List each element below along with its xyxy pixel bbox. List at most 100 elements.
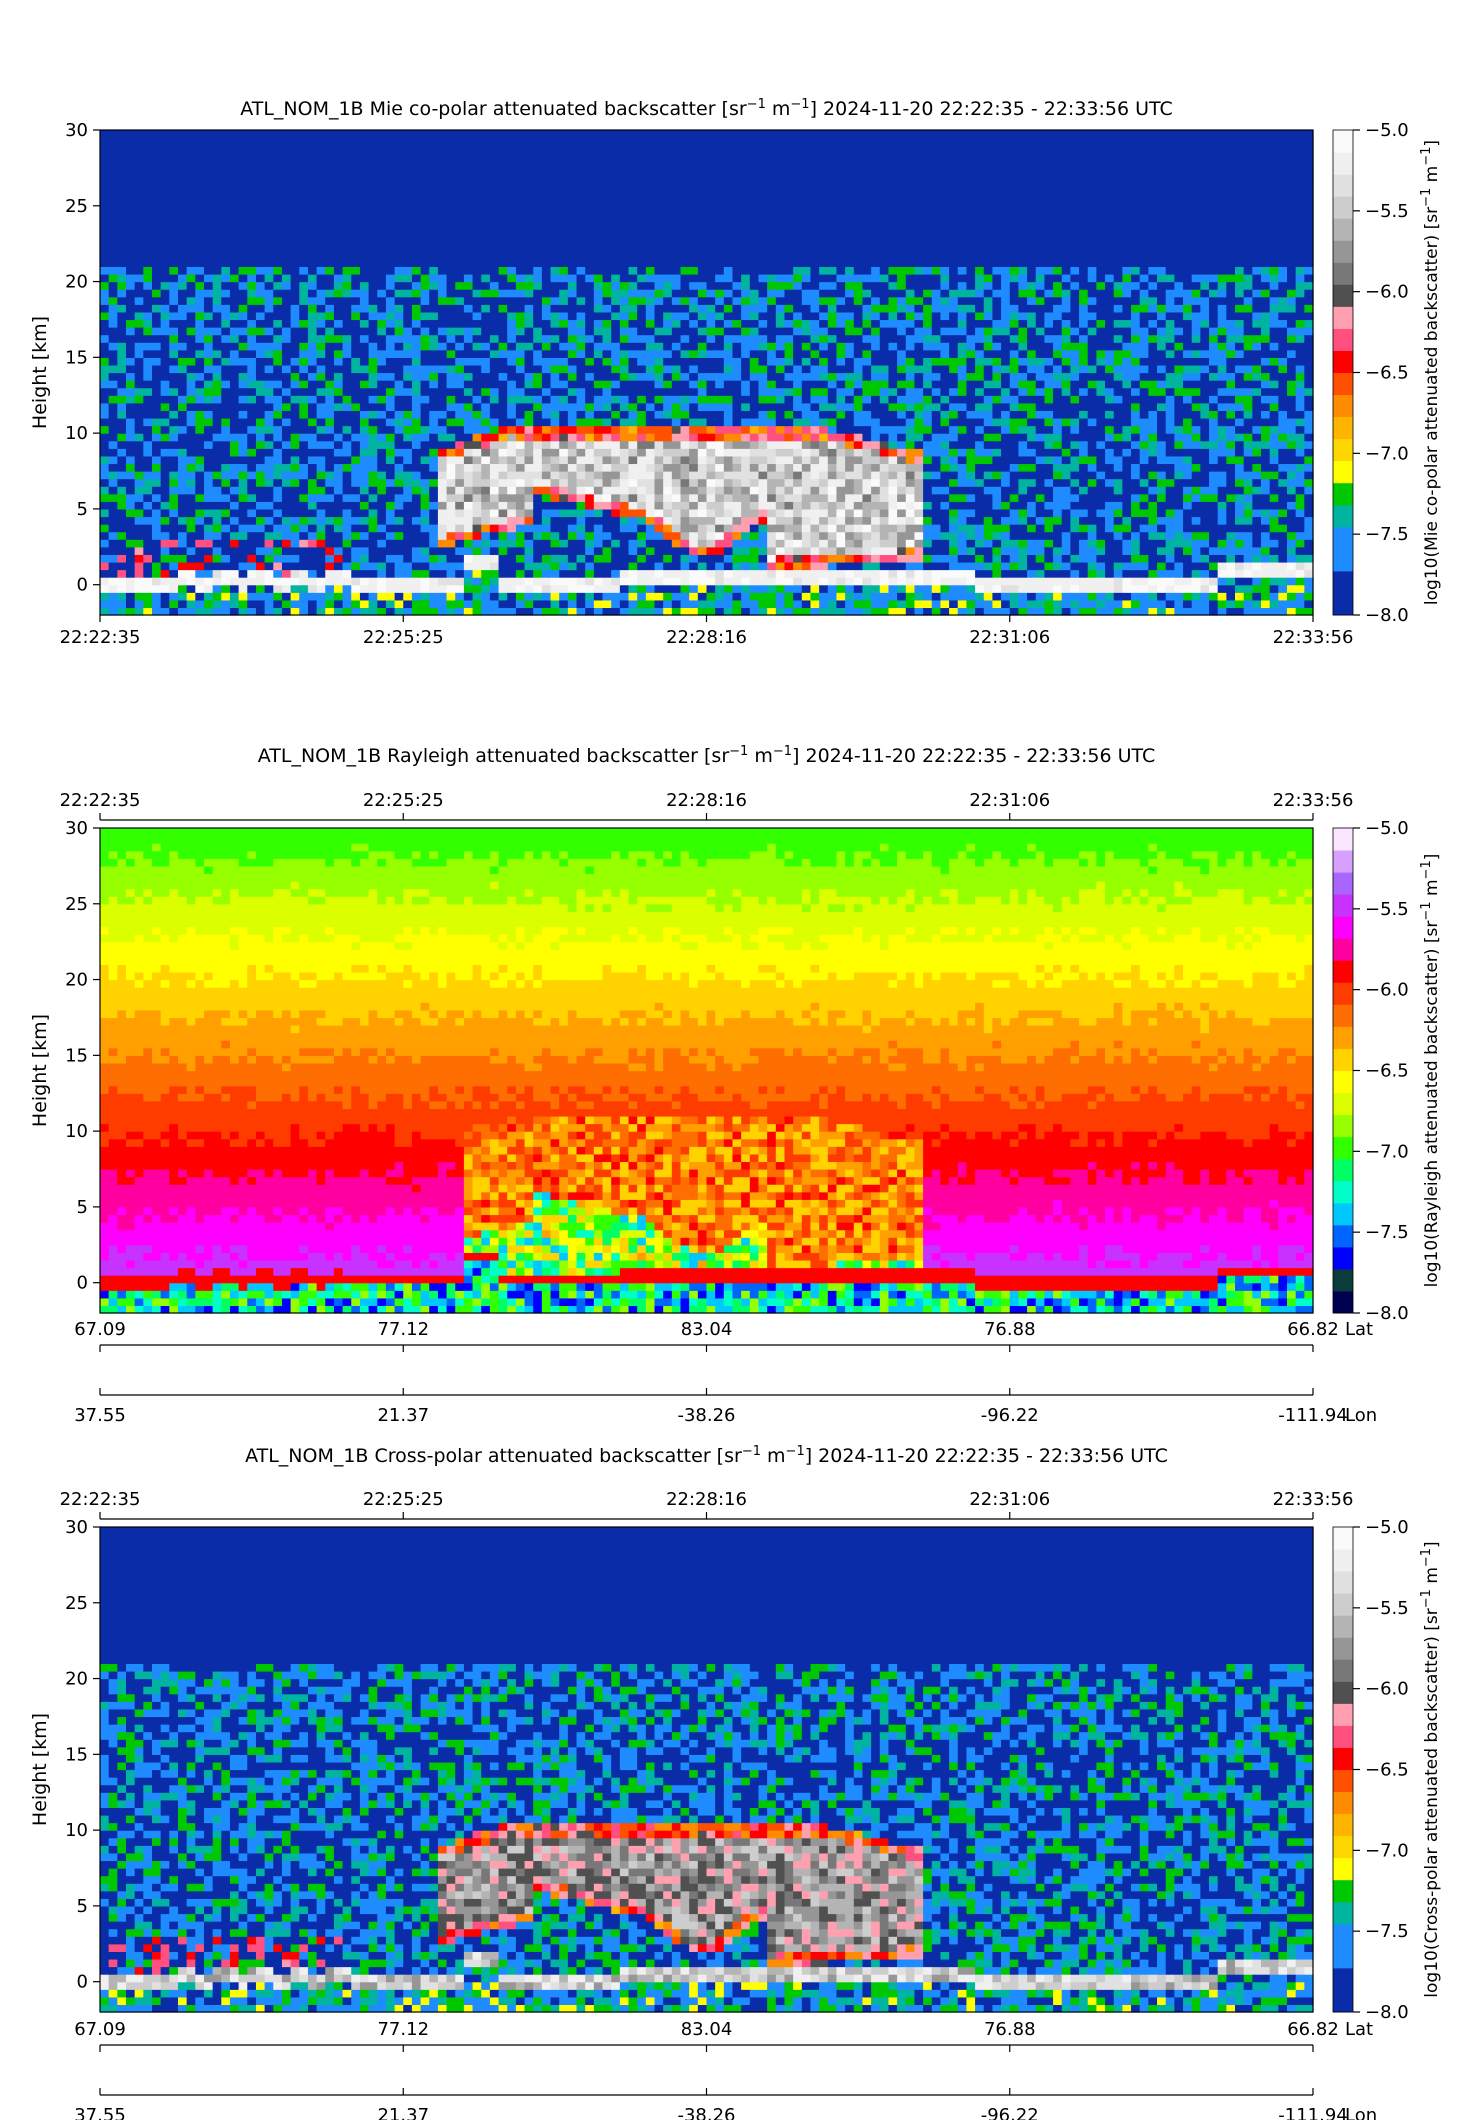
colorbar-segment bbox=[1333, 1247, 1353, 1270]
title-part-exp2: −1 bbox=[773, 744, 792, 759]
colorbar-tick-label: −6.5 bbox=[1365, 1061, 1409, 1082]
colorbar-tick-label: −7.0 bbox=[1365, 1840, 1409, 1861]
heatmap-cells bbox=[100, 1527, 1314, 2013]
colorbar-segment bbox=[1333, 1071, 1353, 1094]
colorbar: −8.0−7.5−7.0−6.5−6.0−5.5−5.0log10(Raylei… bbox=[1333, 818, 1442, 1324]
lat-tick-label: 66.82 bbox=[1287, 2019, 1339, 2040]
colorbar-segment bbox=[1333, 527, 1353, 550]
y-tick-label: 20 bbox=[65, 1669, 88, 1690]
heatmap-cells bbox=[100, 828, 1314, 1314]
colorbar-segment bbox=[1333, 1747, 1353, 1770]
colorbar-segment bbox=[1333, 828, 1353, 851]
y-tick-label: 10 bbox=[65, 1121, 88, 1142]
colorbar-segment bbox=[1333, 284, 1353, 307]
colorbar-tick-label: −6.5 bbox=[1365, 1760, 1409, 1781]
colorbar-tick-label: −6.5 bbox=[1365, 363, 1409, 384]
colorbar-segment bbox=[1333, 262, 1353, 285]
lat-tick-label: 67.09 bbox=[74, 2019, 126, 2040]
colorbar-segment bbox=[1333, 130, 1353, 153]
lon-tick-label: 37.55 bbox=[74, 1405, 126, 1426]
colorbar-segment bbox=[1333, 1792, 1353, 1815]
colorbar-segment bbox=[1333, 1659, 1353, 1682]
lon-tick-label: -111.94 bbox=[1278, 1405, 1347, 1426]
lon-tick-label: 37.55 bbox=[74, 2105, 126, 2120]
colorbar-segment bbox=[1333, 1637, 1353, 1660]
title-part-suffix: ] bbox=[1422, 854, 1442, 861]
colorbar-segment bbox=[1333, 593, 1353, 616]
colorbar-tick-label: −8.0 bbox=[1365, 2002, 1409, 2023]
colorbar-segment bbox=[1333, 1291, 1353, 1314]
title-part-prefix: log10(Rayleigh attenuated backscatter) [… bbox=[1422, 921, 1442, 1288]
colorbar-segment bbox=[1333, 1681, 1353, 1704]
colorbar-segment bbox=[1333, 938, 1353, 961]
title-part-mid: m bbox=[1422, 879, 1442, 901]
lon-axis-label: Lon bbox=[1345, 2105, 1377, 2120]
colorbar-segment bbox=[1333, 1836, 1353, 1859]
colorbar-segment bbox=[1333, 1048, 1353, 1071]
colorbar-segment bbox=[1333, 373, 1353, 396]
title-part-exp2: −1 bbox=[1419, 147, 1434, 166]
colorbar-segment bbox=[1333, 174, 1353, 197]
colorbar-tick-label: −5.0 bbox=[1365, 120, 1409, 141]
y-tick-label: 0 bbox=[77, 1972, 88, 1993]
colorbar-segment bbox=[1333, 1725, 1353, 1748]
colorbar-segment bbox=[1333, 328, 1353, 351]
colorbar-segment bbox=[1333, 1269, 1353, 1292]
x-tick-label-top: 22:28:16 bbox=[666, 790, 747, 811]
colorbar-segment bbox=[1333, 505, 1353, 528]
title-part-prefix: ATL_NOM_1B Cross-polar attenuated backsc… bbox=[245, 1445, 742, 1467]
title-part-exp1: −1 bbox=[729, 744, 748, 759]
x-tick-label-top: 22:25:25 bbox=[363, 1489, 444, 1510]
colorbar-segment bbox=[1333, 1225, 1353, 1248]
colorbar-segment bbox=[1333, 1137, 1353, 1160]
lon-tick-label: -111.94 bbox=[1278, 2105, 1347, 2120]
colorbar-tick-label: −7.5 bbox=[1365, 1222, 1409, 1243]
colorbar-segment bbox=[1333, 1880, 1353, 1903]
x-tick-label: 22:22:35 bbox=[60, 627, 141, 648]
colorbar-segment bbox=[1333, 1026, 1353, 1049]
title-part-exp1: −1 bbox=[747, 97, 766, 112]
lon-tick-label: -38.26 bbox=[677, 1405, 735, 1426]
y-tick-label: 30 bbox=[65, 1517, 88, 1538]
colorbar-segment bbox=[1333, 152, 1353, 175]
title-part-prefix: ATL_NOM_1B Rayleigh attenuated backscatt… bbox=[258, 745, 730, 767]
colorbar-segment bbox=[1333, 1004, 1353, 1027]
y-tick-label: 5 bbox=[77, 1197, 88, 1218]
colorbar-segment bbox=[1333, 1593, 1353, 1616]
lat-tick-label: 67.09 bbox=[74, 1319, 126, 1340]
colorbar-segment bbox=[1333, 916, 1353, 939]
y-tick-label: 30 bbox=[65, 120, 88, 141]
colorbar-segment bbox=[1333, 1946, 1353, 1969]
y-tick-label: 10 bbox=[65, 1820, 88, 1841]
x-tick-label: 22:31:06 bbox=[969, 627, 1050, 648]
title-part-mid: m bbox=[748, 745, 773, 767]
chart-title: ATL_NOM_1B Rayleigh attenuated backscatt… bbox=[258, 744, 1156, 767]
y-tick-label: 15 bbox=[65, 1045, 88, 1066]
colorbar-segment bbox=[1333, 1159, 1353, 1182]
title-part-exp1: −1 bbox=[1419, 188, 1434, 207]
colorbar-segment bbox=[1333, 395, 1353, 418]
heatmap-cells bbox=[100, 130, 1314, 616]
colorbar-segment bbox=[1333, 982, 1353, 1005]
chart-title: ATL_NOM_1B Mie co-polar attenuated backs… bbox=[240, 97, 1173, 120]
title-part-exp2: −1 bbox=[786, 1444, 805, 1459]
x-tick-label-top: 22:31:06 bbox=[969, 1489, 1050, 1510]
title-part-exp1: −1 bbox=[1419, 1589, 1434, 1608]
colorbar-segment bbox=[1333, 196, 1353, 219]
lon-tick-label: -38.26 bbox=[677, 2105, 735, 2120]
y-tick-label: 20 bbox=[65, 272, 88, 293]
colorbar-segment bbox=[1333, 1858, 1353, 1881]
colorbar-segment bbox=[1333, 1549, 1353, 1572]
chart-panel-1: ATL_NOM_1B Mie co-polar attenuated backs… bbox=[29, 97, 1442, 648]
colorbar-segment bbox=[1333, 1203, 1353, 1226]
x-tick-label-top: 22:22:35 bbox=[60, 1489, 141, 1510]
x-tick-label: 22:25:25 bbox=[363, 627, 444, 648]
colorbar-segment bbox=[1333, 483, 1353, 506]
colorbar-tick-label: −5.5 bbox=[1365, 899, 1409, 920]
colorbar-segment bbox=[1333, 1968, 1353, 1991]
lat-tick-label: 76.88 bbox=[984, 2019, 1036, 2040]
y-axis-label: Height [km] bbox=[29, 1713, 51, 1826]
colorbar-tick-label: −8.0 bbox=[1365, 1303, 1409, 1324]
colorbar-label: log10(Rayleigh attenuated backscatter) [… bbox=[1419, 854, 1442, 1288]
